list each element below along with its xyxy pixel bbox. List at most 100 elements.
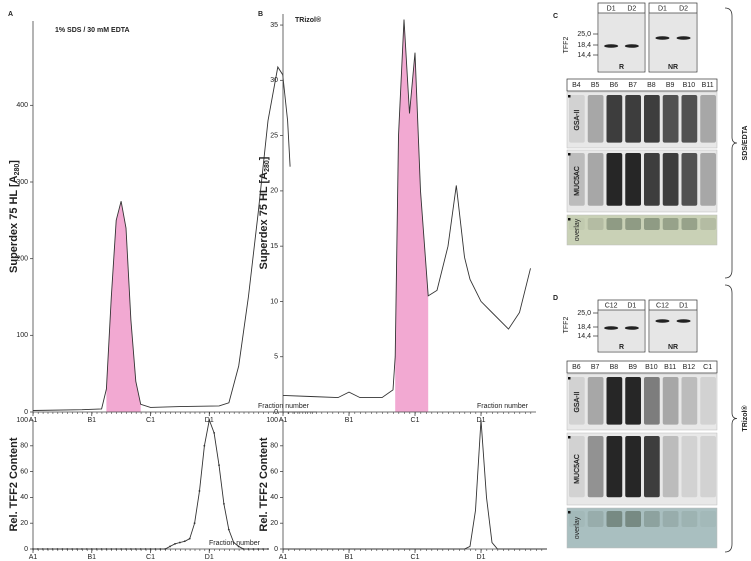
- y-tick-label: 80: [20, 443, 28, 450]
- data-point: [41, 548, 44, 550]
- blot-band: [624, 326, 639, 330]
- gel-lane-signal: [644, 153, 660, 206]
- data-point: [139, 548, 142, 550]
- data-point: [32, 548, 34, 550]
- chart-title: TRizol®: [295, 16, 322, 24]
- marker-label: 25,0: [577, 31, 591, 38]
- lane-label: B11: [702, 82, 714, 89]
- gel-lane-signal: [681, 95, 698, 143]
- gel-lane-signal: [587, 511, 604, 527]
- gel-lane-signal: [569, 377, 585, 425]
- x-tick-label: B1: [87, 417, 96, 424]
- panel-letter: C: [553, 13, 558, 20]
- gel-marker-dot: [568, 153, 571, 156]
- bracket: [724, 284, 738, 553]
- y-axis-label-part: ]: [258, 156, 270, 160]
- gel-lane-signal: [587, 436, 604, 498]
- y-axis-label: Superdex 75 HL [A280]: [258, 156, 271, 269]
- panel-letter: B: [258, 11, 263, 18]
- y-tick-label: 25: [270, 132, 278, 139]
- shaded-peak: [395, 19, 429, 412]
- blot-condition: R: [619, 64, 624, 71]
- gel-lane-signal: [606, 377, 623, 425]
- y-tick-label: 40: [270, 494, 278, 501]
- data-point: [154, 548, 157, 550]
- y-tick-label: 0: [274, 409, 278, 416]
- data-point: [188, 537, 191, 540]
- gel-lane-signal: [644, 218, 660, 230]
- protein-label: TFF2: [563, 37, 570, 54]
- y-axis-label-part: Rel. TFF2 Content: [258, 437, 270, 531]
- blot-lane-label: C12: [605, 302, 618, 309]
- y-tick-label: 0: [24, 546, 28, 553]
- data-point: [115, 548, 118, 550]
- x-tick-label: B1: [345, 417, 354, 424]
- data-point: [95, 548, 98, 550]
- gel-lane-signal: [700, 95, 716, 143]
- y-axis-label-part: Superdex 75 HL [A: [258, 172, 270, 270]
- lane-label: B8: [610, 364, 619, 371]
- data-point: [232, 541, 235, 544]
- y-axis-label-part: ]: [8, 160, 20, 164]
- blot-image: [650, 310, 696, 351]
- x-tick-label: C1: [146, 417, 155, 424]
- y-tick-label: 20: [270, 520, 278, 527]
- gel-lane-signal: [700, 436, 716, 498]
- data-point: [164, 548, 167, 550]
- lane-label: B5: [591, 82, 600, 89]
- gel-lane-signal: [662, 377, 679, 425]
- gel-lane-signal: [681, 377, 698, 425]
- data-point: [100, 548, 103, 550]
- data-point: [242, 548, 245, 550]
- panel-letter: D: [553, 295, 558, 302]
- lane-label: B7: [591, 364, 600, 371]
- marker-label: 25,0: [577, 310, 591, 317]
- gel-lane-signal: [644, 95, 660, 143]
- gel-lane-signal: [625, 153, 641, 206]
- gel-lane-signal: [606, 218, 623, 230]
- gel-lane-signal: [606, 153, 623, 206]
- data-point: [178, 541, 181, 544]
- condition-label: TRizol®: [741, 405, 749, 432]
- gel-lane-signal: [569, 436, 585, 498]
- blot-lane-label: D1: [627, 302, 636, 309]
- y-tick-label: 300: [16, 179, 28, 186]
- y-tick-label: 15: [270, 243, 278, 250]
- marker-label: 14,4: [577, 333, 591, 340]
- y-tick-label: 10: [270, 298, 278, 305]
- y-axis-label-part: Superdex 75 HL [A: [8, 175, 20, 273]
- data-point: [51, 548, 54, 550]
- data-point: [262, 548, 265, 550]
- gel-lane-signal: [569, 95, 585, 143]
- gel-image: [566, 214, 718, 246]
- shaded-peak: [106, 201, 141, 412]
- data-line: [283, 419, 547, 550]
- data-line: [282, 19, 531, 399]
- blot-condition: R: [619, 344, 624, 351]
- gel-lane-signal: [681, 218, 698, 230]
- gel-lane-signal: [587, 153, 604, 206]
- lane-label: B9: [628, 364, 637, 371]
- row-label: GSA-II: [574, 109, 581, 130]
- gel-lane-signal: [625, 436, 641, 498]
- lane-label: B6: [610, 82, 619, 89]
- x-tick-label: C1: [146, 554, 155, 561]
- y-axis-label-part: 280: [14, 164, 21, 176]
- gel-lane-signal: [606, 511, 623, 527]
- gel-marker-dot: [568, 511, 571, 514]
- gel-lane-signal: [700, 218, 716, 230]
- row-label: overlay: [574, 516, 581, 539]
- data-point: [193, 522, 196, 525]
- gel-lane-signal: [625, 218, 641, 230]
- gel-lane-signal: [662, 511, 679, 527]
- data-point: [169, 545, 171, 548]
- gel-marker-dot: [568, 377, 571, 380]
- gel-lane-signal: [569, 153, 585, 206]
- blot-band: [604, 326, 619, 330]
- y-tick-label: 30: [270, 77, 278, 84]
- blot-condition: NR: [668, 64, 678, 71]
- data-point: [174, 542, 176, 545]
- gel-image: [566, 373, 718, 431]
- gel-lane-signal: [662, 436, 679, 498]
